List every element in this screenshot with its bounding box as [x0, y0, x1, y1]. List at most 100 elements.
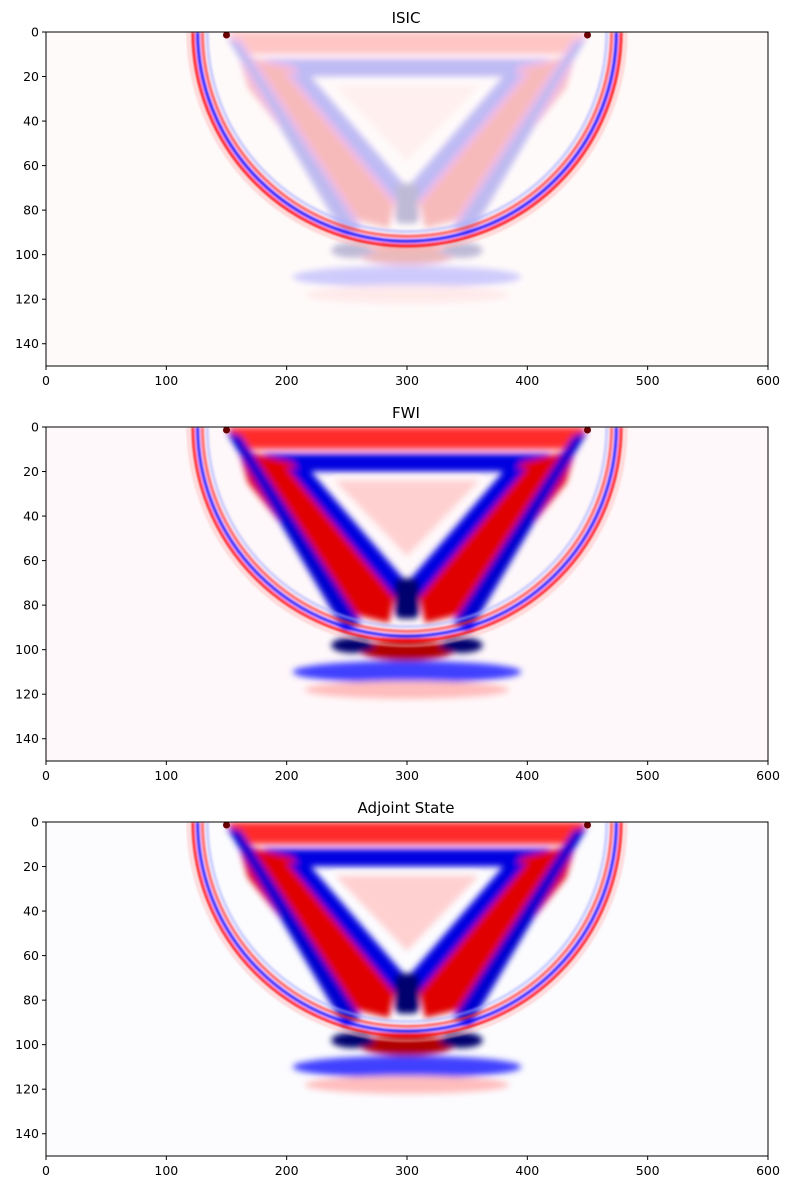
y-tick-label: 60: [23, 553, 39, 568]
panel-isic: ISIC 0 100 200 300 400 500 600 0 20 40 60 80 100 120…: [15, 9, 780, 388]
y-tick-label: 20: [23, 859, 39, 874]
wave-arc: [196, 427, 618, 638]
top-band: [226, 822, 588, 845]
left-edge: [226, 826, 362, 1027]
x-tick-label: 0: [42, 1163, 50, 1178]
heatmap-image: [46, 32, 768, 366]
center-stem: [394, 183, 420, 224]
y-tick-label: 40: [23, 904, 39, 919]
inner-v: [286, 72, 528, 211]
y-tick-label: 20: [23, 69, 39, 84]
lower-blue-band: [292, 265, 522, 289]
top-band: [226, 427, 588, 450]
x-tick-label: 100: [154, 768, 178, 783]
x-tick-label: 400: [515, 373, 539, 388]
x-tick-label: 0: [42, 768, 50, 783]
y-tick-label: 40: [23, 509, 39, 524]
center-triangle: [334, 480, 480, 557]
source-point: [584, 822, 591, 829]
wave-arc: [196, 32, 618, 243]
y-tick-label: 0: [31, 815, 39, 830]
x-tick-label: 300: [395, 373, 419, 388]
x-tick-label: 200: [275, 373, 299, 388]
lower-red-band: [304, 1075, 510, 1094]
wave-arc: [191, 822, 623, 1038]
y-tick-label: 120: [15, 1082, 39, 1097]
panel-fwi: FWI 0 100 200 300 400 500 600 0 20 40 60 80 100 120 1…: [15, 404, 780, 783]
wave-arc: [201, 427, 613, 633]
wave-arc: [201, 32, 613, 238]
left-edge: [226, 431, 362, 632]
y-tick-label: 140: [15, 336, 39, 351]
chart-title: FWI: [392, 404, 420, 422]
left-lobe: [238, 449, 395, 623]
x-tick-label: 100: [154, 1163, 178, 1178]
x-tick-label: 600: [756, 1163, 780, 1178]
x-tick-label: 100: [154, 373, 178, 388]
y-tick-label: 100: [15, 642, 39, 657]
y-tick-label: 80: [23, 598, 39, 613]
left-edge: [226, 36, 362, 237]
y-tick-label: 40: [23, 114, 39, 129]
wave-arc: [191, 32, 623, 248]
wave-arc: [187, 427, 627, 647]
chart-title: Adjoint State: [358, 799, 455, 817]
x-tick-label: 400: [515, 768, 539, 783]
lower-red-band: [304, 680, 510, 699]
x-tick-label: 300: [395, 768, 419, 783]
wave-arc: [201, 822, 613, 1028]
source-point: [584, 32, 591, 39]
x-tick-label: 200: [275, 1163, 299, 1178]
y-tick-label: 120: [15, 292, 39, 307]
x-tick-label: 0: [42, 373, 50, 388]
lower-blue-band: [292, 660, 522, 684]
y-tick-label: 60: [23, 158, 39, 173]
interior-pattern: [226, 32, 588, 304]
heatmap-image: [46, 427, 768, 761]
horizontal-band: [262, 848, 552, 867]
x-tick-label: 300: [395, 1163, 419, 1178]
x-tick-label: 600: [756, 373, 780, 388]
y-tick-label: 60: [23, 948, 39, 963]
y-tick-label: 100: [15, 247, 39, 262]
top-band: [226, 32, 588, 55]
x-tick-label: 600: [756, 768, 780, 783]
interior-pattern: [226, 822, 588, 1094]
direct-wave-arcs: [187, 427, 627, 647]
inner-v: [286, 467, 528, 606]
left-lobe: [238, 844, 395, 1018]
y-tick-label: 140: [15, 1126, 39, 1141]
y-tick-label: 80: [23, 203, 39, 218]
source-point: [223, 822, 230, 829]
wave-arc: [196, 822, 618, 1033]
interior-pattern: [226, 427, 588, 699]
x-tick-label: 500: [636, 373, 660, 388]
y-tick-label: 0: [31, 420, 39, 435]
center-stem: [394, 973, 420, 1014]
heatmap-image: [46, 822, 768, 1156]
x-tick-label: 400: [515, 1163, 539, 1178]
wave-arc: [187, 32, 627, 252]
wave-arc: [206, 822, 608, 1023]
direct-wave-arcs: [187, 822, 627, 1042]
y-tick-label: 80: [23, 993, 39, 1008]
chart-title: ISIC: [392, 9, 421, 27]
panel-adjoint-state: Adjoint State 0 100 200 300 400 500 600 0 20 40 6…: [15, 799, 780, 1178]
right-lobe: [419, 844, 576, 1018]
right-edge: [452, 36, 588, 237]
wave-arc: [206, 427, 608, 628]
inner-v: [286, 862, 528, 1001]
lower-blue-band: [292, 1055, 522, 1079]
source-point: [223, 427, 230, 434]
center-stem: [394, 578, 420, 619]
wave-arc: [187, 822, 627, 1042]
left-lobe: [238, 54, 395, 228]
right-edge: [452, 431, 588, 632]
y-tick-label: 20: [23, 464, 39, 479]
source-point: [223, 32, 230, 39]
y-tick-label: 140: [15, 731, 39, 746]
wave-arc: [206, 32, 608, 233]
y-tick-label: 120: [15, 687, 39, 702]
wave-arc: [191, 427, 623, 643]
